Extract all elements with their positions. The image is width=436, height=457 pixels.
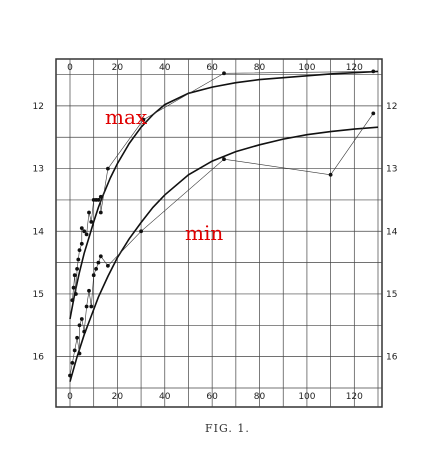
- point-max: [96, 198, 101, 202]
- point-min: [139, 229, 144, 234]
- point-max: [106, 166, 110, 171]
- grid: [56, 59, 382, 407]
- annotation-min: min: [185, 221, 223, 245]
- x-tick-label-bottom: 120: [346, 392, 363, 402]
- x-tick-label-bottom: 100: [298, 392, 315, 402]
- y-tick-label-right: 16: [386, 353, 398, 363]
- point-max: [70, 298, 75, 303]
- point-min: [82, 329, 87, 334]
- point-max: [75, 267, 79, 271]
- point-min: [77, 323, 82, 328]
- plot-frame: [55, 58, 383, 408]
- point-max: [76, 257, 81, 262]
- y-tick-label-right: 12: [386, 102, 397, 112]
- y-tick-label-left: 13: [33, 165, 44, 175]
- point-min: [222, 157, 226, 162]
- point-max: [77, 248, 82, 253]
- point-min: [98, 254, 103, 259]
- x-tick-label-bottom: 0: [67, 392, 73, 402]
- y-tick-label-left: 14: [33, 227, 45, 237]
- point-max: [222, 71, 226, 76]
- x-tick-label-top: 20: [112, 63, 124, 73]
- x-tick-label-bottom: 40: [159, 392, 171, 402]
- point-min: [68, 373, 72, 378]
- point-min: [75, 335, 79, 340]
- y-tick-label-left: 15: [33, 290, 44, 300]
- curve-max: [69, 70, 379, 320]
- point-min: [77, 351, 82, 356]
- connector-max: [72, 71, 374, 301]
- point-min: [79, 317, 84, 321]
- curve-min: [69, 126, 379, 382]
- y-tick-label-right: 14: [386, 227, 398, 237]
- point-min: [89, 304, 94, 309]
- point-max: [72, 273, 77, 278]
- y-tick-label-left: 16: [33, 353, 45, 363]
- y-tick-label-right: 15: [386, 290, 397, 300]
- annotation-max: max: [105, 105, 148, 129]
- x-tick-label-bottom: 60: [206, 392, 218, 402]
- point-max: [71, 285, 76, 290]
- x-tick-label-top: 40: [159, 63, 171, 73]
- connector-min: [69, 113, 374, 376]
- point-max: [98, 194, 103, 199]
- x-tick-label-bottom: 20: [112, 392, 124, 402]
- point-min: [84, 304, 89, 309]
- point-min: [87, 288, 91, 293]
- point-max: [87, 210, 91, 215]
- x-tick-label-bottom: 80: [254, 392, 266, 402]
- point-min: [91, 273, 96, 278]
- x-tick-label-top: 120: [346, 63, 363, 73]
- x-tick-label-top: 0: [67, 63, 73, 73]
- point-max: [82, 229, 87, 234]
- point-min: [96, 260, 101, 265]
- x-tick-label-top: 60: [206, 63, 218, 73]
- point-max: [84, 232, 89, 237]
- y-tick-label-left: 12: [33, 102, 44, 112]
- x-tick-label-top: 100: [298, 63, 315, 73]
- point-min: [106, 263, 110, 268]
- data-points: [68, 69, 376, 378]
- point-min: [70, 361, 75, 365]
- curves: [69, 70, 379, 382]
- point-max: [141, 117, 146, 122]
- point-max: [371, 69, 376, 74]
- point-min: [371, 111, 376, 116]
- point-max: [79, 226, 84, 231]
- point-min: [72, 348, 77, 353]
- figure-caption: FIG. 1.: [205, 422, 250, 435]
- y-tick-label-right: 13: [386, 165, 397, 175]
- point-max: [89, 220, 94, 224]
- x-tick-label-top: 80: [254, 63, 266, 73]
- point-max: [79, 241, 84, 246]
- point-max: [74, 292, 78, 296]
- point-min: [94, 267, 98, 271]
- point-max: [98, 210, 103, 215]
- axes: 0 0 20 20 40 40 60 60 80 80 100 100 120 120 12 12 13 13 14…: [33, 63, 398, 402]
- point-min: [328, 172, 333, 177]
